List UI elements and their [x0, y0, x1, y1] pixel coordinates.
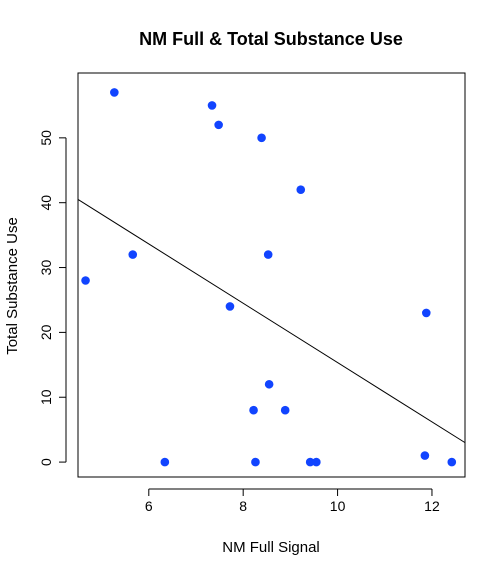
plot-frame	[77, 72, 466, 478]
x-tick-label: 6	[145, 498, 153, 514]
data-point	[305, 457, 315, 467]
data-point	[214, 120, 223, 130]
data-point	[420, 451, 430, 460]
y-tick-label: 30	[38, 260, 54, 276]
regression-line-group	[77, 199, 466, 444]
data-point	[225, 302, 235, 311]
data-point	[257, 133, 266, 143]
x-axis-label: NM Full Signal	[222, 539, 320, 556]
y-axis-label: Total Substance Use	[4, 217, 21, 355]
data-point	[249, 405, 258, 415]
data-point	[160, 457, 170, 467]
y-tick-label: 20	[38, 324, 54, 340]
x-axis-ticks: 6 8 10 12	[145, 488, 440, 514]
y-axis-ticks: 0 10 20 30 40 50	[38, 130, 67, 466]
y-tick-label: 0	[38, 458, 54, 466]
data-point	[280, 405, 290, 415]
data-point	[128, 250, 138, 259]
regression-line	[77, 199, 466, 444]
data-point	[110, 88, 119, 97]
data-point	[447, 457, 457, 467]
data-point	[81, 276, 90, 285]
x-tick-label: 12	[424, 498, 440, 514]
data-point	[207, 101, 217, 110]
data-point	[264, 379, 274, 389]
y-tick-label: 40	[38, 195, 54, 211]
data-point	[251, 457, 260, 467]
y-tick-label: 10	[38, 389, 54, 405]
data-points	[81, 88, 457, 467]
x-tick-label: 10	[330, 498, 346, 514]
data-point	[263, 250, 273, 259]
y-tick-label: 50	[38, 130, 54, 146]
data-point	[422, 308, 431, 318]
x-tick-label: 8	[239, 498, 247, 514]
data-point	[312, 457, 321, 467]
chart-title: NM Full & Total Substance Use	[139, 29, 403, 49]
data-point	[296, 185, 306, 195]
